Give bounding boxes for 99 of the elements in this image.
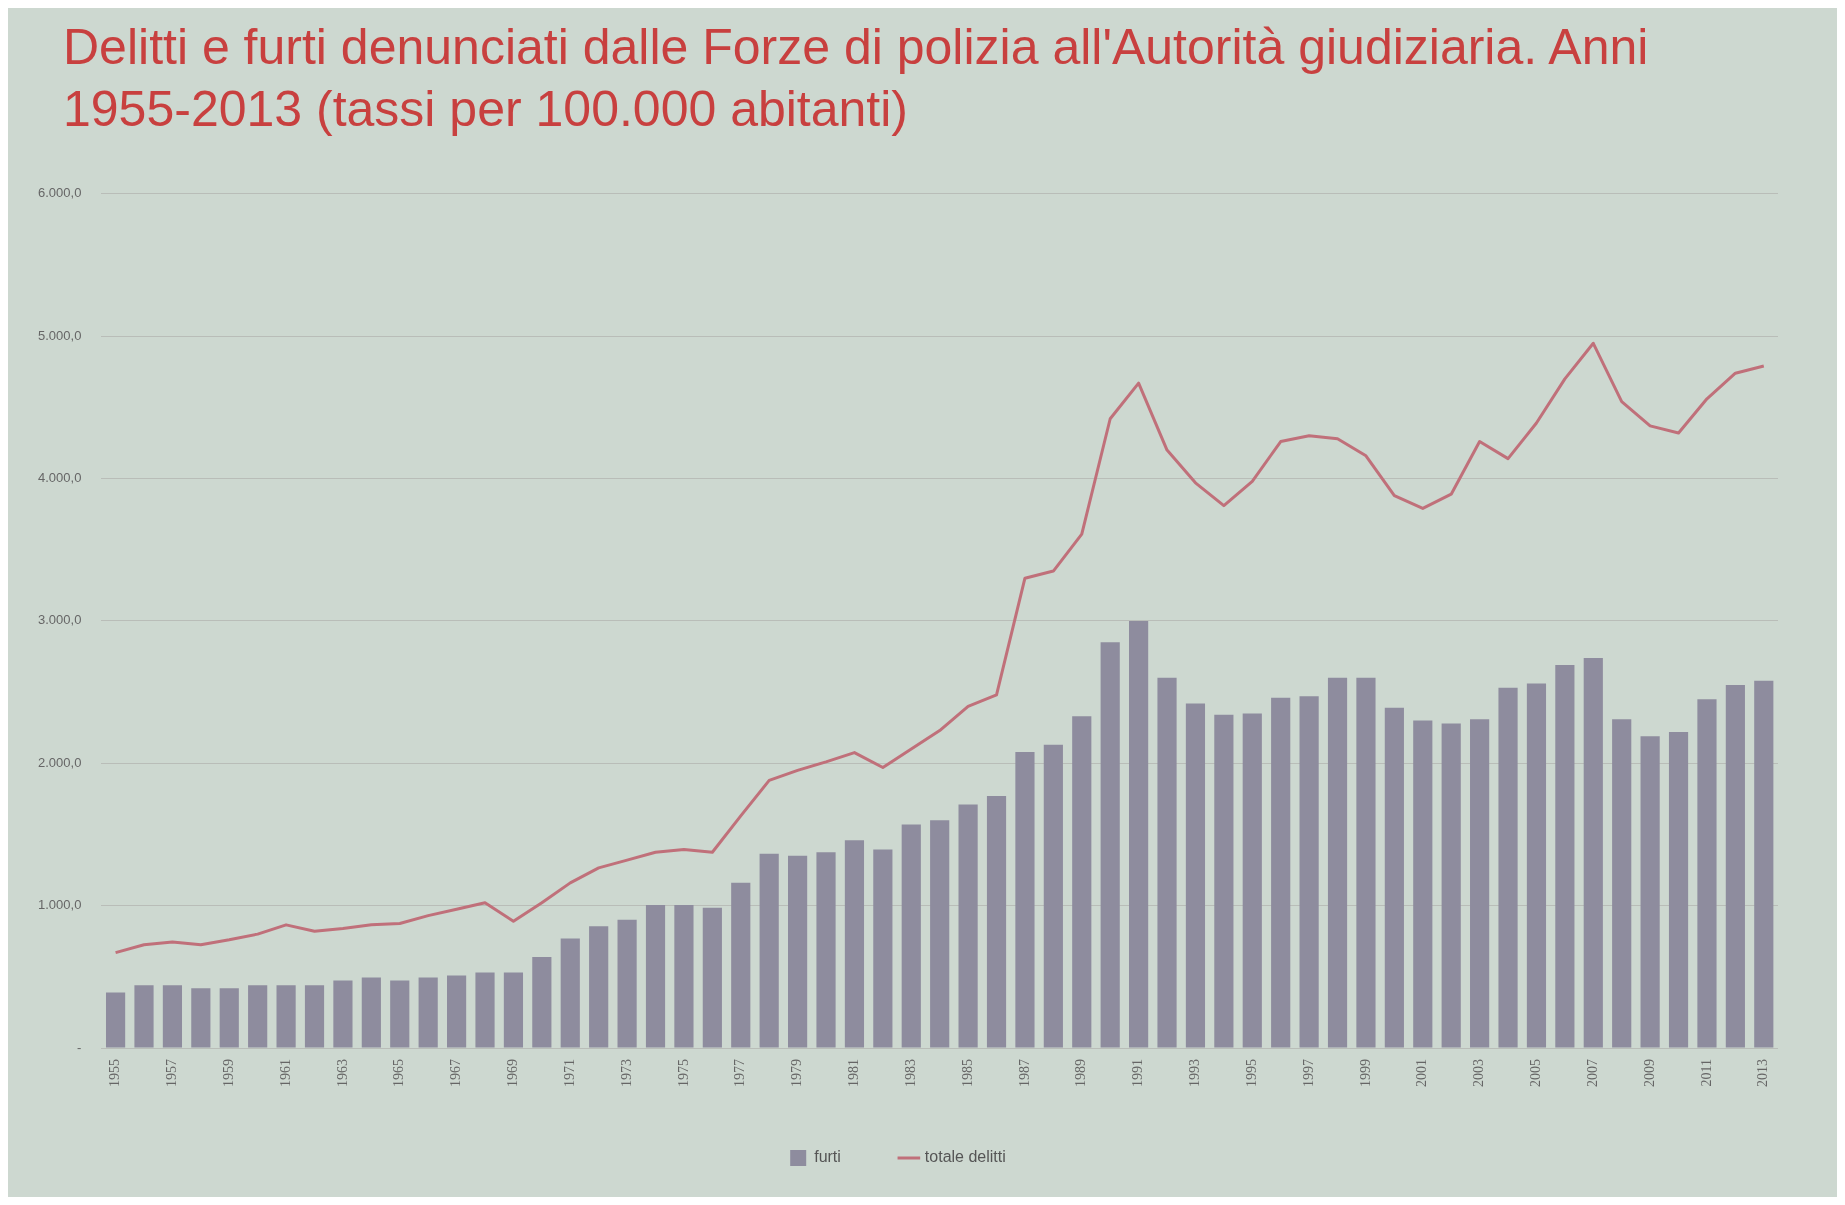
bar xyxy=(1072,716,1092,1048)
y-tick-label: 4.000,0 xyxy=(38,470,82,486)
x-tick-label: 1967 xyxy=(448,1059,464,1087)
bar xyxy=(1413,720,1433,1048)
bar xyxy=(1754,680,1774,1048)
x-tick-label: 1981 xyxy=(846,1059,862,1087)
bar xyxy=(1470,719,1490,1048)
bar xyxy=(1725,684,1745,1048)
y-tick-label: 2.000,0 xyxy=(38,754,82,770)
bar xyxy=(1583,657,1603,1048)
x-tick-label: 1957 xyxy=(164,1059,180,1087)
y-tick-label: 6.000,0 xyxy=(38,185,82,201)
x-tick-label: 1959 xyxy=(220,1059,236,1087)
legend-label: totale delitti xyxy=(924,1148,1006,1166)
y-tick-label: 1.000,0 xyxy=(38,897,82,913)
x-tick-label: 1973 xyxy=(618,1059,634,1087)
bar xyxy=(475,972,495,1048)
bar xyxy=(532,956,552,1048)
x-tick-label: 1965 xyxy=(391,1059,407,1087)
bar xyxy=(1100,642,1120,1048)
bar xyxy=(1043,744,1063,1048)
x-tick-label: 2011 xyxy=(1698,1059,1714,1087)
x-tick-label: 1963 xyxy=(334,1059,350,1087)
bar xyxy=(1356,677,1376,1048)
bar xyxy=(276,985,296,1048)
x-tick-label: 1975 xyxy=(675,1059,691,1087)
bar xyxy=(418,977,438,1048)
chart-title: Delitti e furti denunciati dalle Forze di polizia all'Autorità giudiziaria. Anni 1955-2013 (tassi per 100.000 abitanti) xyxy=(62,18,1650,139)
bar xyxy=(1015,751,1035,1048)
bar xyxy=(105,992,126,1048)
bar xyxy=(617,919,637,1048)
bar xyxy=(134,985,154,1048)
bar xyxy=(248,985,268,1048)
x-tick-label: 1989 xyxy=(1073,1059,1089,1087)
bar xyxy=(1299,696,1319,1048)
bar xyxy=(873,849,893,1048)
x-tick-label: 1997 xyxy=(1300,1059,1316,1087)
bar xyxy=(1242,713,1262,1048)
bar xyxy=(816,852,836,1048)
x-tick-label: 2005 xyxy=(1528,1059,1544,1087)
x-tick-label: 2007 xyxy=(1584,1059,1600,1087)
bar xyxy=(1612,719,1632,1048)
x-tick-label: 1991 xyxy=(1130,1059,1146,1087)
bar xyxy=(1271,697,1291,1048)
bar xyxy=(1555,665,1575,1048)
bar xyxy=(304,985,325,1048)
x-tick-label: 1977 xyxy=(732,1059,748,1087)
bar xyxy=(645,904,666,1048)
bar xyxy=(930,820,950,1048)
y-tick-label: - xyxy=(77,1039,82,1055)
bar xyxy=(1668,731,1689,1048)
legend-label: furti xyxy=(814,1148,841,1166)
bar xyxy=(759,853,779,1048)
bar xyxy=(1157,677,1177,1048)
bar xyxy=(844,840,865,1048)
bar xyxy=(674,904,694,1048)
bar xyxy=(560,938,580,1048)
x-tick-label: 1971 xyxy=(561,1059,577,1087)
bar xyxy=(1129,620,1149,1048)
bar xyxy=(219,988,239,1048)
bar xyxy=(503,972,524,1048)
y-tick-label: 3.000,0 xyxy=(38,612,82,628)
x-tick-label: 1969 xyxy=(505,1059,521,1087)
bar xyxy=(958,804,978,1048)
x-tick-label: 2001 xyxy=(1414,1059,1430,1087)
bar xyxy=(702,907,722,1048)
bar xyxy=(1441,723,1461,1048)
bar xyxy=(589,926,609,1048)
bar xyxy=(731,882,751,1048)
bar xyxy=(986,796,1007,1048)
x-tick-label: 1985 xyxy=(959,1059,975,1087)
x-tick-label: 1999 xyxy=(1357,1059,1373,1087)
x-tick-label: 1961 xyxy=(277,1059,293,1087)
bar xyxy=(1526,683,1547,1048)
bar xyxy=(1327,677,1348,1048)
bar xyxy=(1697,699,1717,1048)
x-tick-label: 2003 xyxy=(1471,1059,1487,1087)
x-tick-label: 1993 xyxy=(1187,1059,1203,1087)
x-tick-label: 2009 xyxy=(1641,1059,1657,1087)
bar xyxy=(390,980,410,1048)
bar xyxy=(1185,703,1206,1048)
x-tick-label: 1983 xyxy=(902,1059,918,1087)
x-tick-label: 1979 xyxy=(789,1059,805,1087)
y-tick-label: 5.000,0 xyxy=(38,327,82,343)
bar xyxy=(901,824,921,1048)
bar xyxy=(361,977,381,1048)
bar xyxy=(1384,707,1404,1048)
x-tick-label: 1995 xyxy=(1243,1059,1259,1087)
bar xyxy=(1498,687,1518,1048)
bar xyxy=(333,980,353,1048)
x-tick-label: 1987 xyxy=(1016,1059,1032,1087)
x-tick-label: 1955 xyxy=(107,1059,123,1087)
bar xyxy=(788,855,808,1048)
bar xyxy=(447,975,467,1048)
bar xyxy=(1640,736,1660,1048)
x-tick-label: 2013 xyxy=(1755,1059,1771,1087)
bar xyxy=(1214,714,1234,1048)
bar xyxy=(191,988,211,1048)
bar xyxy=(162,985,183,1048)
